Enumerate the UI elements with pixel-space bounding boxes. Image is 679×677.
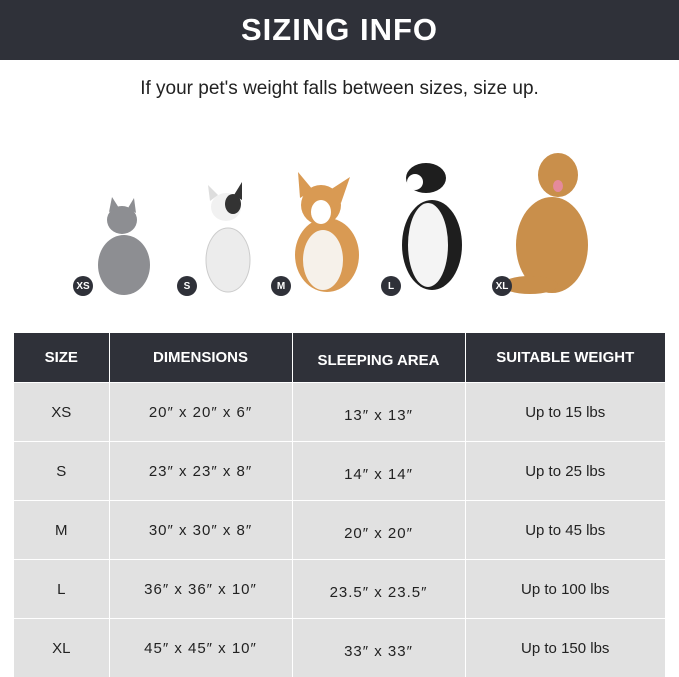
cell-suitable-weight: Up to 150 lbs xyxy=(465,619,665,677)
size-badge-s: S xyxy=(177,276,197,296)
cell-dimensions: 20″ x 20″ x 6″ xyxy=(109,383,292,442)
cell-size: XS xyxy=(14,383,109,442)
cell-suitable-weight: Up to 15 lbs xyxy=(465,383,665,442)
corgi-image xyxy=(295,172,359,292)
cell-sleeping-area: 23.5″ x 23.5″ xyxy=(292,560,465,619)
cell-size: S xyxy=(14,442,109,501)
column-header-dimensions: DIMENSIONS xyxy=(109,333,292,383)
cell-suitable-weight: Up to 45 lbs xyxy=(465,501,665,560)
size-badge-l: L xyxy=(381,276,401,296)
cell-dimensions: 23″ x 23″ x 8″ xyxy=(109,442,292,501)
pet-illustrations: XS S M L XL xyxy=(0,140,679,305)
cell-suitable-weight: Up to 25 lbs xyxy=(465,442,665,501)
size-badge-xl: XL xyxy=(492,276,512,296)
border-collie-image xyxy=(402,163,462,290)
cell-dimensions: 36″ x 36″ x 10″ xyxy=(109,560,292,619)
cell-sleeping-area: 33″ x 33″ xyxy=(292,619,465,677)
cell-dimensions: 30″ x 30″ x 8″ xyxy=(109,501,292,560)
sizing-table: SIZE DIMENSIONS SLEEPING AREA SUITABLE W… xyxy=(14,333,665,677)
cell-suitable-weight: Up to 100 lbs xyxy=(465,560,665,619)
size-badge-m: M xyxy=(271,276,291,296)
cell-sleeping-area: 14″ x 14″ xyxy=(292,442,465,501)
cat-image xyxy=(98,197,150,295)
cell-size: L xyxy=(14,560,109,619)
column-header-size: SIZE xyxy=(14,333,109,383)
column-header-sleeping-area: SLEEPING AREA xyxy=(292,333,465,383)
subtitle: If your pet's weight falls between sizes… xyxy=(0,78,679,100)
french-bulldog-image xyxy=(206,182,250,292)
cell-dimensions: 45″ x 45″ x 10″ xyxy=(109,619,292,677)
cell-sleeping-area: 13″ x 13″ xyxy=(292,383,465,442)
column-header-suitable-weight: SUITABLE WEIGHT xyxy=(465,333,665,383)
cell-size: XL xyxy=(14,619,109,677)
page-title: SIZING INFO xyxy=(0,0,679,60)
cell-sleeping-area: 20″ x 20″ xyxy=(292,501,465,560)
size-badge-xs: XS xyxy=(73,276,93,296)
table-header-row: SIZE DIMENSIONS SLEEPING AREA SUITABLE W… xyxy=(14,333,665,383)
golden-retriever-image xyxy=(502,153,588,294)
cell-size: M xyxy=(14,501,109,560)
